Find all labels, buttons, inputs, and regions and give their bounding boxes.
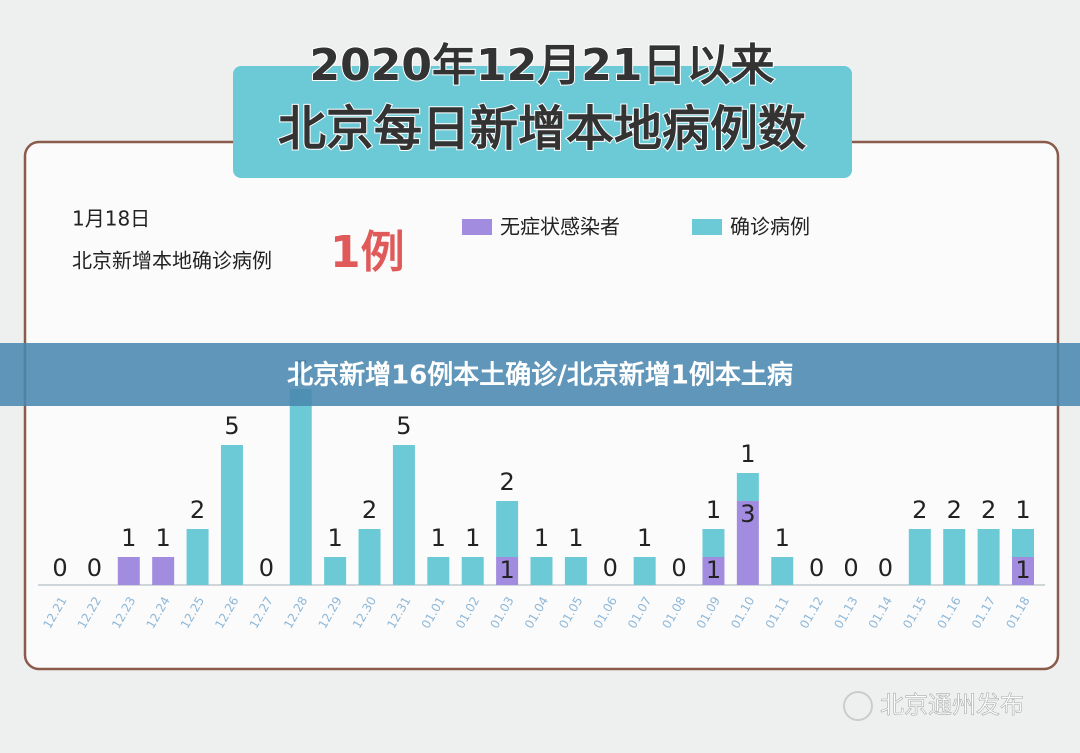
value-label: 0 [878,554,893,582]
bar-segment [496,501,519,557]
value-label: 1 [1015,556,1030,584]
title: 2020年12月21日以来 [310,40,775,91]
bar-segment [220,445,243,585]
banner-bg [0,343,1080,406]
value-label: 1 [499,556,514,584]
title: 北京每日新增本地病例数 [278,101,806,157]
bar-segment [289,389,312,585]
bar-segment [1012,529,1034,557]
value-label: 1 [156,524,171,552]
value-label: 2 [362,496,377,524]
bar-segment [736,501,759,585]
value-label: 0 [809,554,824,582]
bar-segment [564,557,587,585]
value-label: 1 [775,524,790,552]
bar-segment [977,529,1000,585]
value-label: 1 [121,524,136,552]
value-label: 0 [87,554,102,582]
legend-label: 确诊病例 [730,215,810,239]
value-label: 1 [534,524,549,552]
bar-segment [908,529,931,585]
value-label: 1 [706,556,721,584]
bar-segment [392,445,415,585]
bar-segment [530,557,553,585]
bar-segment [427,557,450,585]
legend-swatch [462,219,492,235]
value-label: 1 [740,440,755,468]
banner: 北京新增16例本土确诊/北京新增1例本土病 [287,360,793,391]
bar-segment [496,557,519,585]
bar-segment [1012,557,1034,585]
watermark: 北京通州发布 [880,691,1024,719]
value-label: 5 [224,412,239,440]
value-label: 1 [431,524,446,552]
value-label: 2 [190,496,205,524]
value-label: 1 [465,524,480,552]
legend-swatch [692,219,722,235]
bar-segment [771,557,794,585]
value-label: 0 [671,554,686,582]
annotation-count: 1例 [330,227,405,278]
value-label: 1 [328,524,343,552]
legend-label: 无症状感染者 [500,215,620,239]
value-label: 0 [52,554,67,582]
value-label: 5 [396,412,411,440]
value-label: 1 [568,524,583,552]
bar-segment [943,529,966,585]
watermark-icon [843,691,873,721]
annotation-date: 1月18日 [72,207,150,231]
value-label: 1 [1015,496,1030,524]
value-label: 1 [637,524,652,552]
bar-segment [186,529,209,585]
value-label: 2 [912,496,927,524]
value-label: 0 [843,554,858,582]
value-label: 2 [947,496,962,524]
bar-segment [702,557,725,585]
bar-segment [358,529,381,585]
bar-segment [324,557,347,585]
value-label: 0 [603,554,618,582]
bar-segment [117,557,140,585]
bar-segment [152,557,175,585]
value-label: 2 [981,496,996,524]
bar-segment [633,557,656,585]
annotation-text: 北京新增本地确诊病例 [72,249,272,273]
value-label: 1 [706,496,721,524]
value-label: 0 [259,554,274,582]
value-label: 3 [740,500,755,528]
title-box [233,66,852,178]
bar-segment [736,473,759,501]
value-label: 2 [499,468,514,496]
bar-segment [702,529,725,557]
bar-segment [461,557,484,585]
